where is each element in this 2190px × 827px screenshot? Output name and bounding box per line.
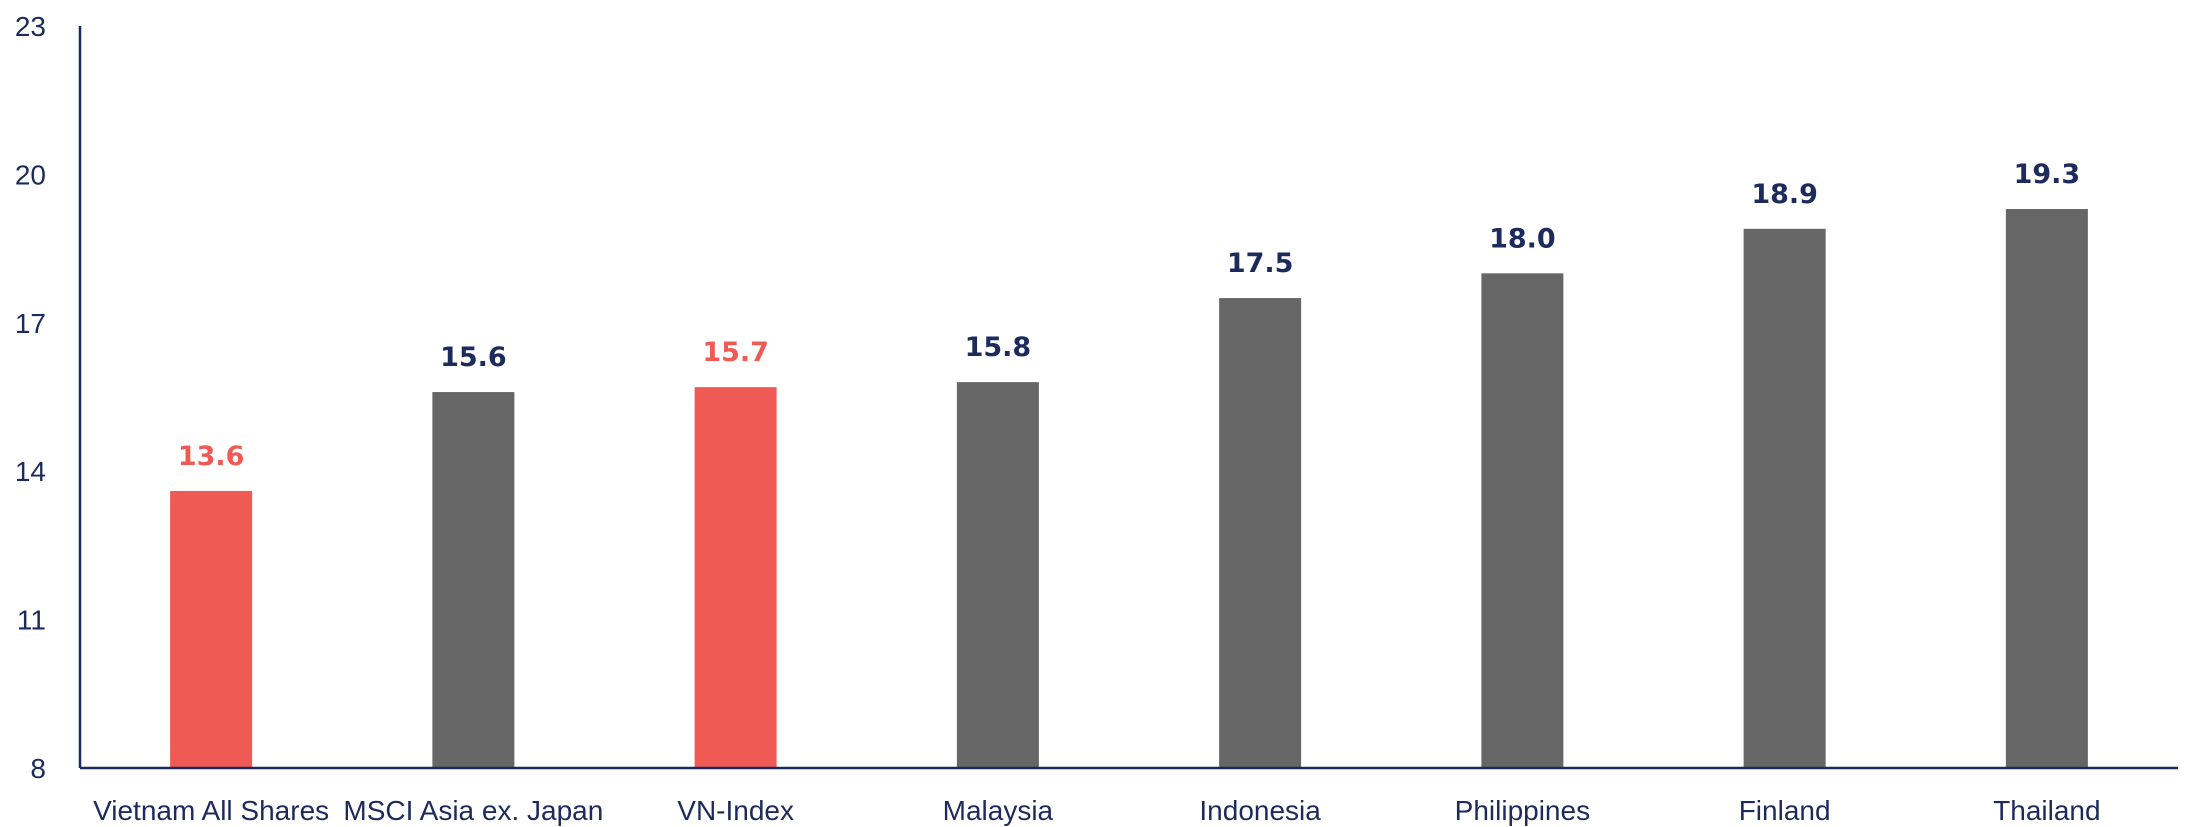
y-tick-label: 14	[15, 456, 46, 487]
value-label: 13.6	[178, 441, 245, 472]
x-tick-label: Malaysia	[943, 795, 1054, 826]
value-label: 18.9	[1751, 179, 1818, 210]
value-label: 18.0	[1489, 223, 1556, 254]
y-tick-label: 23	[15, 11, 46, 42]
bar-finland	[1743, 228, 1826, 768]
bar-vn-index	[694, 387, 777, 768]
value-label: 15.6	[440, 342, 507, 373]
bars	[170, 209, 2088, 768]
value-label: 19.3	[2014, 159, 2081, 190]
value-label: 17.5	[1227, 248, 1294, 279]
y-tick-label: 11	[17, 605, 46, 636]
y-tick-label: 8	[30, 753, 46, 784]
bar-msci-asia-ex-japan	[432, 392, 515, 768]
bar-thailand	[2005, 209, 2088, 768]
x-tick-label: Thailand	[1993, 795, 2100, 826]
bar-vietnam-all-shares	[170, 490, 253, 768]
y-tick-label: 17	[15, 308, 46, 339]
y-axis: 8 11 14 17 20 23	[15, 11, 82, 784]
x-axis: Vietnam All Shares MSCI Asia ex. Japan VN-…	[80, 766, 2178, 826]
x-tick-label: VN-Index	[677, 795, 794, 826]
value-labels: 13.6 15.6 15.7 15.8 17.5 18.0 18.9 19.3	[178, 159, 2080, 472]
x-tick-label: Finland	[1739, 795, 1831, 826]
bar-philippines	[1481, 273, 1564, 768]
x-tick-label: Philippines	[1455, 795, 1590, 826]
x-tick-label: MSCI Asia ex. Japan	[343, 795, 603, 826]
x-tick-label: Vietnam All Shares	[93, 795, 329, 826]
y-tick-label: 20	[15, 159, 46, 190]
bar-malaysia	[956, 382, 1039, 768]
value-label: 15.8	[965, 332, 1032, 363]
value-label: 15.7	[702, 337, 769, 368]
x-tick-label: Indonesia	[1199, 795, 1321, 826]
bar-indonesia	[1219, 298, 1302, 768]
